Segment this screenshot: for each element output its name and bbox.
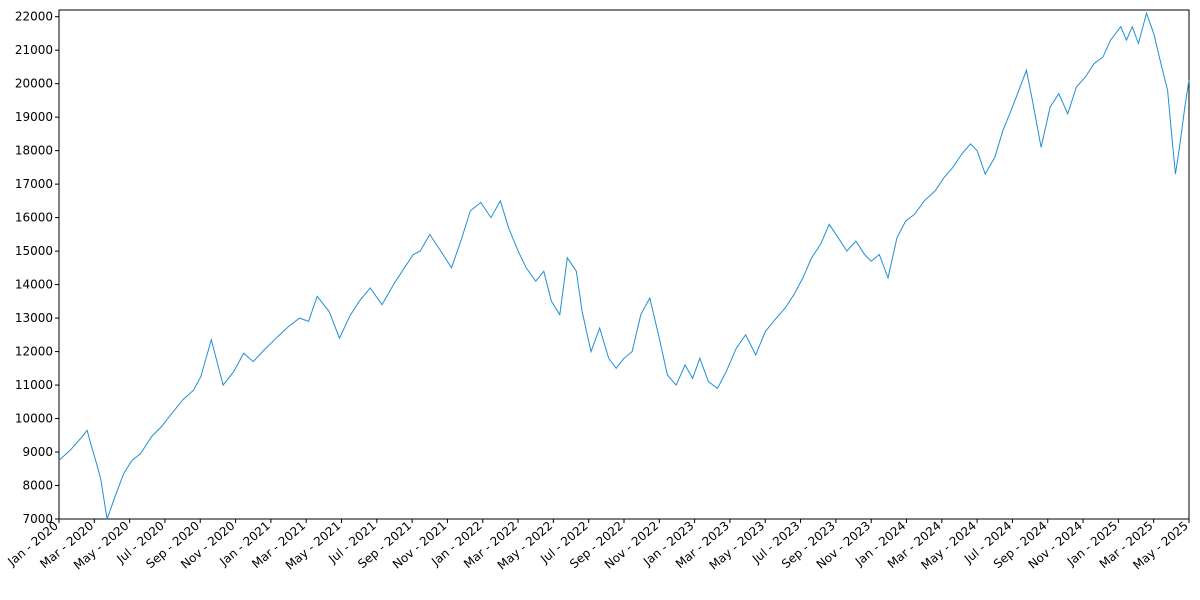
y-tick-label: 7000 <box>22 512 53 526</box>
y-tick-label: 13000 <box>15 311 53 325</box>
y-tick-label: 9000 <box>22 445 53 459</box>
y-tick-label: 20000 <box>15 77 53 91</box>
plot-area <box>58 9 1190 520</box>
series-line <box>58 11 1190 520</box>
y-tick-label: 11000 <box>15 378 53 392</box>
y-axis: 7000 8000 9000 10000 11000 12000 13000 14000 150… <box>15 10 59 526</box>
y-tick-label: 12000 <box>15 345 53 359</box>
y-tick-label: 16000 <box>15 211 53 225</box>
y-tick-label: 10000 <box>15 412 53 426</box>
y-tick-label: 22000 <box>15 10 53 24</box>
y-tick-label: 15000 <box>15 244 53 258</box>
y-tick-label: 17000 <box>15 177 53 191</box>
y-tick-label: 8000 <box>22 479 53 493</box>
y-tick-label: 21000 <box>15 43 53 57</box>
y-tick-label: 19000 <box>15 110 53 124</box>
y-tick-label: 14000 <box>15 278 53 292</box>
y-tick-label: 18000 <box>15 144 53 158</box>
